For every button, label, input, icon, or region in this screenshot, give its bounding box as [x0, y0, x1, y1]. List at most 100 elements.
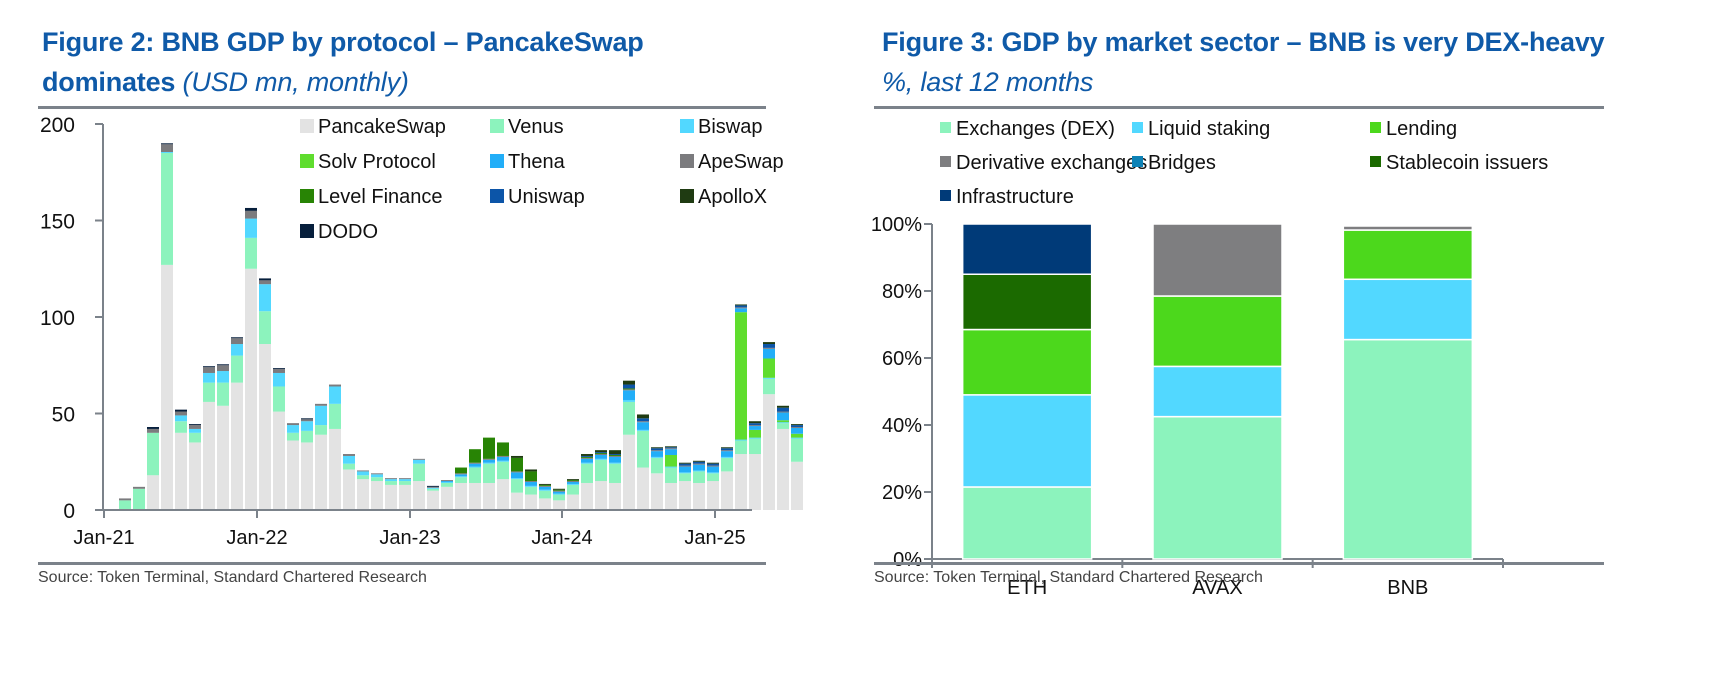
- bar-segment-dodo: [301, 418, 313, 420]
- bar-segment-apeswap: [623, 389, 635, 391]
- bar-segment-biswap: [469, 466, 481, 468]
- bar-segment-pancakeswap: [315, 434, 327, 510]
- bar-segment-biswap: [665, 466, 677, 468]
- y-tick-label: 50: [52, 404, 75, 427]
- legend-swatch-apeswap: [680, 154, 694, 168]
- bar-segment-pancakeswap: [175, 432, 187, 510]
- bar-segment-venus: [693, 471, 705, 483]
- bar-segment-level-finance: [511, 457, 523, 472]
- bar-segment-thena: [539, 486, 551, 490]
- legend-swatch-solv-protocol: [300, 154, 314, 168]
- bar-segment-apeswap: [609, 455, 621, 457]
- bar-segment-venus: [707, 473, 719, 482]
- bar-segment-level-finance: [469, 449, 481, 463]
- y-tick-label: 100%: [871, 214, 922, 236]
- bar-segment-biswap: [329, 386, 341, 404]
- bar-segment-biswap: [539, 489, 551, 491]
- bar-segment-pancakeswap: [651, 473, 663, 510]
- bar-segment-apollox: [749, 421, 761, 424]
- bar-segment-venus: [595, 459, 607, 482]
- bar-segment-level-finance: [609, 454, 621, 456]
- y-tick-label: 150: [40, 211, 75, 234]
- bar-segment-apeswap: [455, 473, 467, 475]
- bar-segment-apeswap: [203, 367, 215, 373]
- legend-swatch-stablecoin-issuers: [1370, 156, 1381, 167]
- bar-segment-apeswap: [371, 473, 383, 475]
- bar-segment-pancakeswap: [679, 481, 691, 510]
- bar-segment-thena: [441, 481, 453, 483]
- bar-segment-pancakeswap: [567, 494, 579, 510]
- legend-label-stablecoin-issuers: Stablecoin issuers: [1386, 152, 1548, 174]
- figure-2-bottom-rule: [38, 562, 766, 565]
- legend-swatch-infrastructure: [940, 190, 951, 201]
- bar-segment-level-finance: [525, 471, 537, 482]
- x-tick-label: Jan-24: [531, 527, 592, 549]
- bar-segment-pancakeswap: [329, 428, 341, 510]
- bar-segment-pancakeswap: [609, 482, 621, 510]
- bar-segment-uniswap: [623, 384, 635, 389]
- bar-segment-biswap: [791, 437, 803, 439]
- bar-segment-biswap: [497, 460, 509, 462]
- bar-segment-thena: [581, 458, 593, 463]
- bar-segment-biswap: [777, 422, 789, 424]
- bar-segment-level-finance: [581, 456, 593, 458]
- x-category-label: BNB: [1387, 577, 1428, 599]
- bar-segment-pancakeswap: [581, 482, 593, 510]
- bar-segment-biswap: [161, 151, 173, 153]
- bar-segment-apeswap: [735, 307, 747, 309]
- bar-segment-apollox: [567, 479, 579, 481]
- bar-segment-level-finance: [497, 442, 509, 456]
- bar-segment-apeswap: [581, 457, 593, 459]
- bar-segment-dodo: [427, 485, 439, 487]
- legend-label-thena: Thena: [508, 151, 566, 173]
- legend-label-liquid-staking: Liquid staking: [1148, 118, 1270, 140]
- bar-segment-solv-protocol: [763, 358, 775, 378]
- bar-segment-venus: [511, 479, 523, 493]
- bar-segment-venus: [609, 463, 621, 483]
- bar-segment-pancakeswap: [217, 405, 229, 510]
- legend-label-lending: Lending: [1386, 118, 1457, 140]
- bar-segment-venus: [679, 473, 691, 482]
- bar-segment-biswap: [357, 471, 369, 476]
- bar-segment-uniswap: [749, 423, 761, 426]
- y-tick-label: 80%: [882, 281, 922, 303]
- bar-segment-pancakeswap: [749, 454, 761, 510]
- bar-segment-apollox: [539, 483, 551, 485]
- legend-swatch-bridges: [1132, 156, 1143, 167]
- bar-segment-dodo: [147, 427, 159, 429]
- bar-segment-apeswap: [721, 450, 733, 452]
- figure-2-title-bold: Figure 2: BNB GDP by protocol – PancakeS…: [42, 27, 644, 57]
- bar-segment-venus: [133, 488, 145, 510]
- figure-2-chart: 0 50 100 150 200 Jan-21 Jan-22 Jan-23 Jan-24 Jan-…: [40, 114, 803, 549]
- bar-segment-pancakeswap: [721, 471, 733, 510]
- bar-segment-apeswap: [791, 427, 803, 428]
- bar-segment-thena: [721, 451, 733, 457]
- bar-segment-apeswap: [245, 210, 257, 219]
- bar-segment-apollox: [651, 447, 663, 449]
- bar-segment-biswap: [581, 462, 593, 464]
- bar-segment-apeswap: [665, 448, 677, 450]
- bar-segment-thena: [511, 472, 523, 479]
- bar-segment-solv-protocol: [749, 429, 761, 438]
- bar-segment-pancakeswap: [161, 264, 173, 510]
- bar-segment-apeswap: [231, 338, 243, 345]
- bar-segment-venus: [273, 386, 285, 412]
- bar-segment-pancakeswap: [623, 434, 635, 510]
- x-tick-label: Jan-21: [73, 527, 134, 549]
- bar-segment-thena: [763, 348, 775, 359]
- legend-swatch-liquid-staking: [1132, 122, 1143, 133]
- bar-segment-biswap: [483, 462, 495, 464]
- bar-segment-level-finance: [483, 437, 495, 459]
- bar-segment-thena: [665, 449, 677, 455]
- y-tick-label: 40%: [882, 415, 922, 437]
- bar-segment-venus: [161, 152, 173, 265]
- bar-segment-thena: [497, 456, 509, 461]
- bar-segment-biswap: [511, 478, 523, 480]
- bar-segment-uniswap: [693, 461, 705, 464]
- bar-segment-pancakeswap: [553, 500, 565, 510]
- bar-segment-biswap: [259, 284, 271, 312]
- bar-segment-pancakeswap: [259, 344, 271, 510]
- bar-segment-pancakeswap: [273, 411, 285, 510]
- bar-segment-biswap: [441, 482, 453, 483]
- bar-segment-apollox: [791, 424, 803, 426]
